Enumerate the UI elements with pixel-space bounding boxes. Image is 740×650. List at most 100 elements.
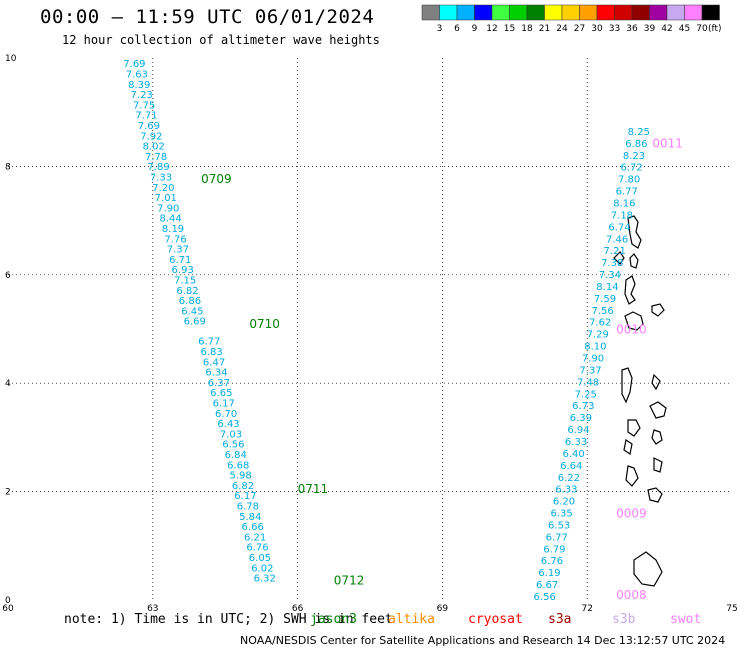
colorbar-label: 21 bbox=[539, 24, 550, 34]
data-point-label: 6.77 bbox=[546, 532, 568, 543]
pass-number-label: 0011 bbox=[652, 136, 683, 150]
data-point-label: 7.63 bbox=[126, 70, 148, 81]
data-point-label: 6.56 bbox=[222, 440, 244, 451]
legend-s3b: s3b bbox=[612, 612, 636, 627]
data-point-label: 8.23 bbox=[623, 151, 645, 162]
data-point-label: 7.25 bbox=[575, 389, 597, 400]
colorbar-label: 3 bbox=[437, 24, 443, 34]
island-outline bbox=[651, 303, 665, 317]
island-outline bbox=[651, 429, 663, 445]
data-point-label: 8.14 bbox=[596, 282, 618, 293]
data-point-label: 7.59 bbox=[594, 294, 616, 305]
data-point-label: 6.56 bbox=[534, 592, 556, 603]
island-outline bbox=[649, 401, 667, 419]
colorbar-label: 18 bbox=[521, 24, 533, 34]
y-tick-label: 0 bbox=[5, 596, 11, 606]
data-point-label: 8.16 bbox=[613, 199, 635, 210]
data-point-label: 6.02 bbox=[251, 563, 273, 574]
series-jason3: 7.697.638.397.237.757.717.697.928.027.78… bbox=[123, 59, 364, 587]
data-point-label: 6.47 bbox=[203, 357, 225, 368]
data-point-label: 6.71 bbox=[169, 255, 191, 266]
data-point-label: 6.86 bbox=[179, 296, 201, 307]
data-point-label: 6.94 bbox=[567, 425, 589, 436]
y-tick-label: 8 bbox=[5, 162, 11, 172]
pass-number-label: 0711 bbox=[298, 482, 329, 496]
data-point-label: 6.86 bbox=[625, 139, 647, 150]
colorbar-label: 24 bbox=[556, 24, 568, 34]
island-outline bbox=[633, 551, 663, 587]
data-point-label: 6.05 bbox=[249, 553, 271, 564]
data-point-label: 7.69 bbox=[138, 121, 160, 132]
data-point-label: 8.02 bbox=[143, 142, 165, 153]
y-tick-label: 4 bbox=[5, 379, 11, 389]
data-point-label: 8.39 bbox=[128, 80, 150, 91]
island-outline bbox=[623, 439, 633, 455]
colorbar-swatch bbox=[701, 4, 720, 21]
data-point-label: 6.67 bbox=[536, 580, 558, 591]
data-point-label: 6.53 bbox=[548, 520, 570, 531]
data-point-label: 7.46 bbox=[606, 234, 628, 245]
data-point-label: 6.35 bbox=[550, 509, 572, 520]
data-point-label: 6.40 bbox=[563, 449, 585, 460]
x-tick-label: 66 bbox=[292, 604, 304, 612]
data-point-label: 7.80 bbox=[618, 175, 640, 186]
data-point-label: 7.03 bbox=[220, 429, 242, 440]
data-point-label: 6.19 bbox=[538, 568, 560, 579]
colorbar-label: 33 bbox=[609, 24, 620, 34]
legend-s3a: s3a bbox=[548, 612, 572, 627]
data-point-label: 7.48 bbox=[577, 377, 599, 388]
legend-cryosat: cryosat bbox=[468, 612, 523, 627]
data-point-label: 6.79 bbox=[543, 544, 565, 555]
data-point-label: 7.78 bbox=[145, 152, 167, 163]
colorbar-label: 42 bbox=[661, 24, 672, 34]
x-tick-label: 63 bbox=[147, 604, 158, 612]
colorbar-label: 9 bbox=[472, 24, 478, 34]
data-point-label: 6.68 bbox=[227, 460, 249, 471]
island-outline bbox=[627, 215, 642, 249]
data-point-label: 6.70 bbox=[215, 409, 237, 420]
coastline-outline bbox=[613, 215, 667, 587]
pass-number-label: 0712 bbox=[334, 573, 365, 587]
legend-swot: swot bbox=[670, 612, 702, 627]
colorbar-label: 12 bbox=[486, 24, 497, 34]
data-point-label: 6.20 bbox=[553, 497, 575, 508]
colorbar-label: 6 bbox=[454, 24, 460, 34]
x-tick-label: 60 bbox=[2, 604, 14, 612]
data-point-label: 6.77 bbox=[616, 187, 638, 198]
data-point-label: 7.37 bbox=[579, 365, 601, 376]
pass-number-label: 0010 bbox=[616, 322, 647, 336]
island-outline bbox=[647, 487, 663, 503]
footer-credit: NOAA/NESDIS Center for Satellite Applica… bbox=[240, 634, 726, 647]
data-point-label: 7.56 bbox=[591, 306, 613, 317]
data-point-label: 6.34 bbox=[205, 368, 227, 379]
data-point-label: 6.72 bbox=[620, 163, 642, 174]
pass-number-label: 0710 bbox=[249, 317, 280, 331]
data-point-label: 6.33 bbox=[555, 485, 577, 496]
data-point-label: 6.84 bbox=[225, 450, 247, 461]
data-point-label: 6.45 bbox=[181, 306, 203, 317]
x-tick-label: 75 bbox=[726, 604, 737, 612]
data-point-label: 6.17 bbox=[234, 491, 256, 502]
pass-number-label: 0009 bbox=[616, 507, 647, 521]
island-outline bbox=[651, 373, 661, 391]
data-point-label: 6.39 bbox=[570, 413, 592, 424]
island-outline bbox=[624, 311, 644, 331]
y-tick-label: 6 bbox=[5, 271, 11, 281]
data-point-label: 6.21 bbox=[244, 532, 266, 543]
island-outline bbox=[629, 253, 639, 269]
data-point-label: 6.83 bbox=[201, 347, 223, 358]
data-point-label: 7.69 bbox=[123, 59, 145, 70]
pass-number-label: 0008 bbox=[616, 588, 647, 602]
data-point-label: 6.64 bbox=[560, 461, 582, 472]
data-point-label: 7.75 bbox=[133, 100, 155, 111]
island-outline bbox=[613, 251, 625, 265]
island-outline bbox=[627, 419, 641, 437]
data-point-label: 6.77 bbox=[198, 337, 220, 348]
data-point-label: 7.21 bbox=[604, 246, 626, 257]
island-outline bbox=[624, 275, 636, 305]
wave-height-chart: 60 63 66 69 72 7502468107.697.638.397.237.757… bbox=[2, 54, 737, 612]
data-point-label: 7.34 bbox=[599, 270, 621, 281]
data-point-label: 7.89 bbox=[147, 162, 169, 173]
colorbar-label: 39 bbox=[644, 24, 656, 34]
data-point-label: 7.20 bbox=[152, 183, 174, 194]
